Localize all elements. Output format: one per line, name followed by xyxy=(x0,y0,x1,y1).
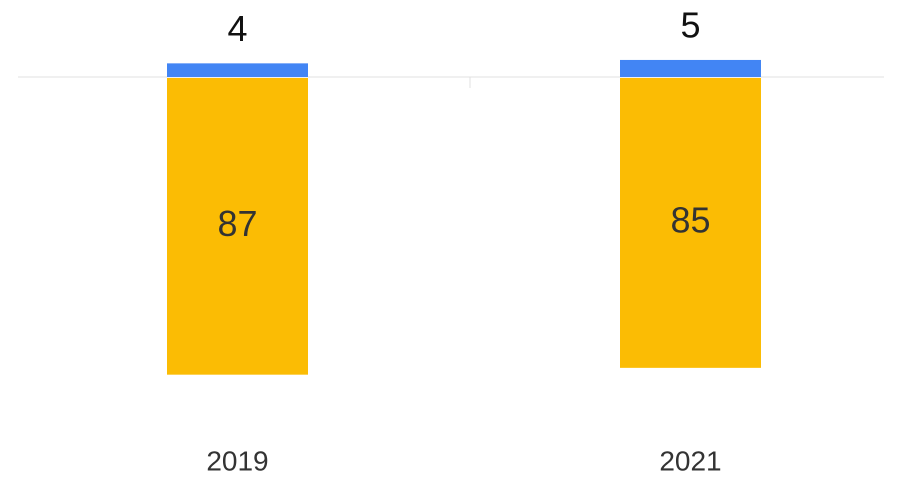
x-tick-label: 2021 xyxy=(659,445,721,476)
data-label: 87 xyxy=(217,203,257,244)
data-label: 5 xyxy=(680,4,700,45)
bar-segment xyxy=(167,63,308,77)
data-label: 85 xyxy=(670,199,710,240)
bar-segment xyxy=(620,78,761,368)
x-tick-label: 2019 xyxy=(206,445,268,476)
bar-segment xyxy=(620,59,761,77)
bar-segment xyxy=(167,78,308,375)
data-label: 4 xyxy=(227,8,247,49)
